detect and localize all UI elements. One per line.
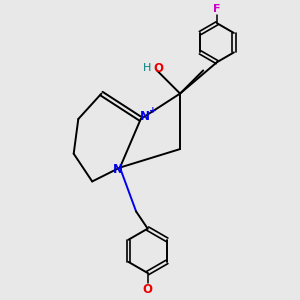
Text: O: O: [153, 61, 163, 75]
Text: H: H: [142, 63, 151, 73]
Text: F: F: [213, 4, 221, 14]
Text: N: N: [112, 164, 123, 176]
Text: N: N: [140, 110, 149, 123]
Text: O: O: [143, 283, 153, 296]
Text: +: +: [148, 106, 156, 115]
